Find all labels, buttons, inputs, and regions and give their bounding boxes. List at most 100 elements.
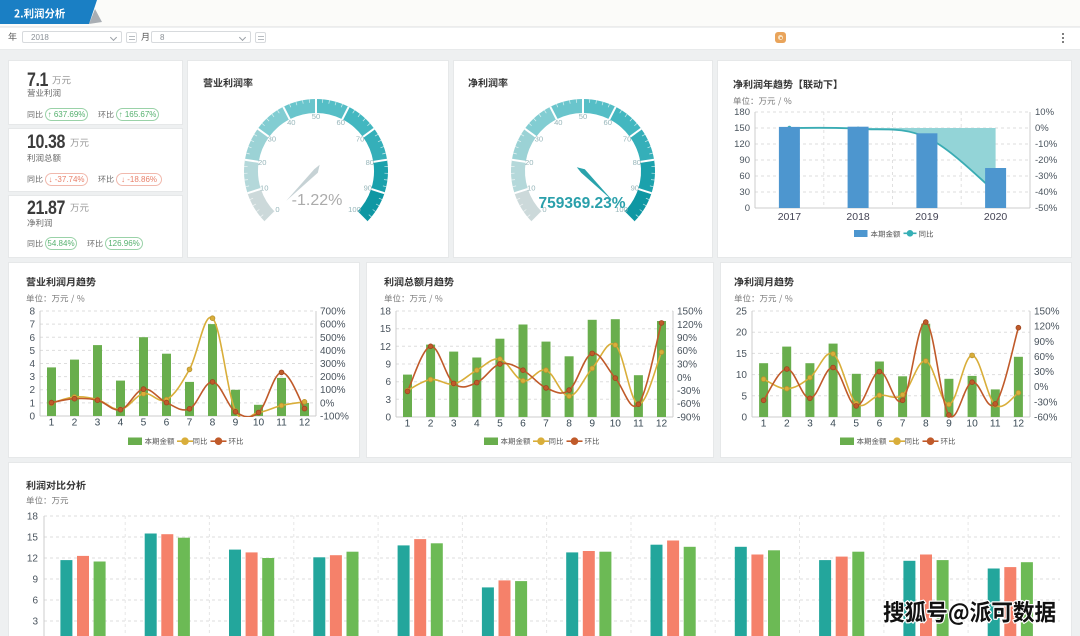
- svg-text:50: 50: [579, 112, 587, 121]
- svg-text:100: 100: [615, 205, 628, 214]
- svg-text:10: 10: [610, 419, 622, 430]
- svg-text:30%: 30%: [677, 360, 697, 371]
- svg-text:-30%: -30%: [677, 386, 700, 397]
- svg-text:6: 6: [164, 418, 170, 429]
- svg-text:0: 0: [385, 413, 391, 424]
- svg-text:6: 6: [877, 419, 883, 430]
- svg-text:600%: 600%: [320, 320, 346, 331]
- svg-text:30: 30: [268, 135, 276, 144]
- svg-text:10: 10: [966, 419, 978, 430]
- svg-text:0: 0: [29, 412, 35, 423]
- svg-text:4: 4: [474, 419, 480, 430]
- svg-text:6: 6: [29, 333, 35, 344]
- svg-text:10: 10: [260, 183, 268, 192]
- svg-text:0%: 0%: [320, 398, 335, 409]
- svg-text:120%: 120%: [1034, 322, 1060, 333]
- svg-text:80: 80: [633, 158, 641, 167]
- svg-text:7: 7: [543, 419, 549, 430]
- svg-text:180: 180: [734, 107, 750, 118]
- svg-text:7: 7: [29, 320, 35, 331]
- svg-text:9: 9: [589, 419, 595, 430]
- svg-text:60: 60: [336, 118, 344, 127]
- svg-text:70: 70: [356, 135, 364, 144]
- svg-text:100: 100: [348, 205, 361, 214]
- svg-text:-90%: -90%: [677, 413, 700, 424]
- svg-text:0: 0: [542, 205, 546, 214]
- svg-text:150: 150: [734, 123, 750, 134]
- svg-text:11: 11: [276, 418, 287, 429]
- svg-text:-60%: -60%: [1034, 413, 1057, 424]
- svg-text:12: 12: [656, 419, 668, 430]
- svg-text:15: 15: [380, 324, 392, 335]
- svg-text:-40%: -40%: [1035, 187, 1058, 198]
- svg-text:25: 25: [736, 307, 748, 318]
- svg-text:4: 4: [29, 359, 35, 370]
- svg-text:11: 11: [990, 419, 1001, 430]
- svg-text:8: 8: [566, 419, 572, 430]
- svg-text:100%: 100%: [320, 385, 346, 396]
- svg-text:10: 10: [253, 418, 265, 429]
- svg-text:759369.23%: 759369.23%: [538, 195, 625, 212]
- svg-text:6: 6: [520, 419, 526, 430]
- svg-text:15: 15: [736, 349, 748, 360]
- svg-text:18: 18: [380, 307, 392, 318]
- svg-text:-30%: -30%: [1035, 171, 1058, 182]
- svg-text:30%: 30%: [1034, 367, 1054, 378]
- svg-text:40: 40: [554, 118, 562, 127]
- svg-text:60: 60: [739, 171, 750, 182]
- svg-text:10%: 10%: [1035, 107, 1055, 118]
- svg-text:5: 5: [141, 418, 147, 429]
- svg-text:90: 90: [739, 155, 750, 166]
- svg-text:15: 15: [27, 533, 39, 544]
- svg-text:7: 7: [900, 419, 906, 430]
- svg-text:2019: 2019: [915, 211, 939, 223]
- svg-text:1: 1: [29, 398, 35, 409]
- svg-text:0: 0: [275, 205, 279, 214]
- svg-text:2020: 2020: [984, 211, 1008, 223]
- svg-text:0%: 0%: [1035, 123, 1049, 134]
- svg-text:2: 2: [428, 419, 434, 430]
- svg-text:80: 80: [366, 158, 374, 167]
- svg-text:10: 10: [736, 370, 748, 381]
- svg-text:30: 30: [535, 135, 543, 144]
- svg-text:120: 120: [734, 139, 750, 150]
- svg-text:200%: 200%: [320, 372, 346, 383]
- svg-text:0: 0: [745, 203, 750, 214]
- svg-text:5: 5: [741, 391, 747, 402]
- svg-text:11: 11: [633, 419, 644, 430]
- svg-text:9: 9: [385, 360, 391, 371]
- svg-text:4: 4: [830, 419, 836, 430]
- svg-text:4: 4: [118, 418, 124, 429]
- svg-text:2018: 2018: [846, 211, 870, 223]
- svg-text:90%: 90%: [1034, 337, 1054, 348]
- svg-text:1: 1: [761, 419, 767, 430]
- svg-text:6: 6: [32, 596, 38, 607]
- svg-text:2: 2: [784, 419, 790, 430]
- svg-text:3: 3: [32, 617, 38, 628]
- svg-text:-30%: -30%: [1034, 397, 1057, 408]
- svg-text:20: 20: [736, 328, 748, 339]
- svg-text:60: 60: [603, 118, 611, 127]
- svg-text:20: 20: [258, 158, 266, 167]
- svg-text:9: 9: [946, 419, 952, 430]
- svg-text:0%: 0%: [677, 373, 692, 384]
- svg-text:-10%: -10%: [1035, 139, 1058, 150]
- svg-text:12: 12: [1013, 419, 1025, 430]
- svg-text:1: 1: [49, 418, 55, 429]
- svg-text:90%: 90%: [677, 333, 697, 344]
- svg-text:0%: 0%: [1034, 382, 1049, 393]
- svg-text:2017: 2017: [778, 211, 802, 223]
- svg-text:-20%: -20%: [1035, 155, 1058, 166]
- svg-text:3: 3: [385, 395, 391, 406]
- svg-text:700%: 700%: [320, 307, 346, 318]
- svg-text:-1.22%: -1.22%: [292, 192, 343, 209]
- svg-text:12: 12: [299, 418, 311, 429]
- svg-text:60%: 60%: [1034, 352, 1054, 363]
- svg-text:5: 5: [29, 346, 35, 357]
- svg-text:3: 3: [451, 419, 457, 430]
- svg-text:300%: 300%: [320, 359, 346, 370]
- svg-text:12: 12: [27, 554, 39, 565]
- svg-text:120%: 120%: [677, 320, 703, 331]
- svg-text:-100%: -100%: [320, 412, 349, 423]
- svg-text:5: 5: [497, 419, 503, 430]
